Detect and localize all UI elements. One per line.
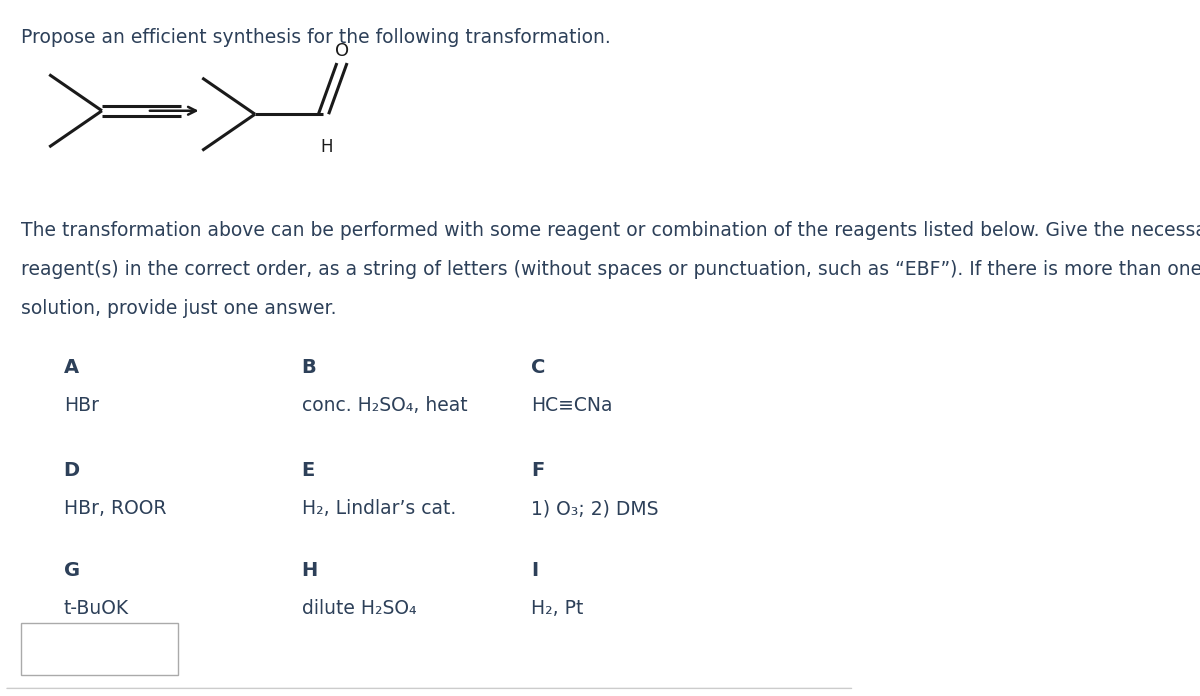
Text: E: E [301,461,314,480]
Text: H₂, Lindlar’s cat.: H₂, Lindlar’s cat. [301,499,456,519]
Text: Propose an efficient synthesis for the following transformation.: Propose an efficient synthesis for the f… [22,29,611,47]
Text: A: A [64,358,79,377]
Text: H₂, Pt: H₂, Pt [532,599,583,618]
Text: G: G [64,561,80,580]
Text: I: I [532,561,539,580]
Text: 1) O₃; 2) DMS: 1) O₃; 2) DMS [532,499,659,519]
Text: HBr, ROOR: HBr, ROOR [64,499,166,519]
Text: H: H [301,561,318,580]
Text: F: F [532,461,545,480]
Text: H: H [320,138,332,156]
FancyBboxPatch shape [22,623,179,674]
Text: HC≡CNa: HC≡CNa [532,396,613,415]
Text: HBr: HBr [64,396,98,415]
Text: D: D [64,461,80,480]
Text: O: O [335,42,349,60]
Text: solution, provide just one answer.: solution, provide just one answer. [22,299,337,318]
Text: reagent(s) in the correct order, as a string of letters (without spaces or punct: reagent(s) in the correct order, as a st… [22,260,1200,279]
Text: t-BuOK: t-BuOK [64,599,128,618]
Text: B: B [301,358,317,377]
Text: C: C [532,358,546,377]
Text: The transformation above can be performed with some reagent or combination of th: The transformation above can be performe… [22,221,1200,240]
Text: conc. H₂SO₄, heat: conc. H₂SO₄, heat [301,396,467,415]
Text: dilute H₂SO₄: dilute H₂SO₄ [301,599,416,618]
